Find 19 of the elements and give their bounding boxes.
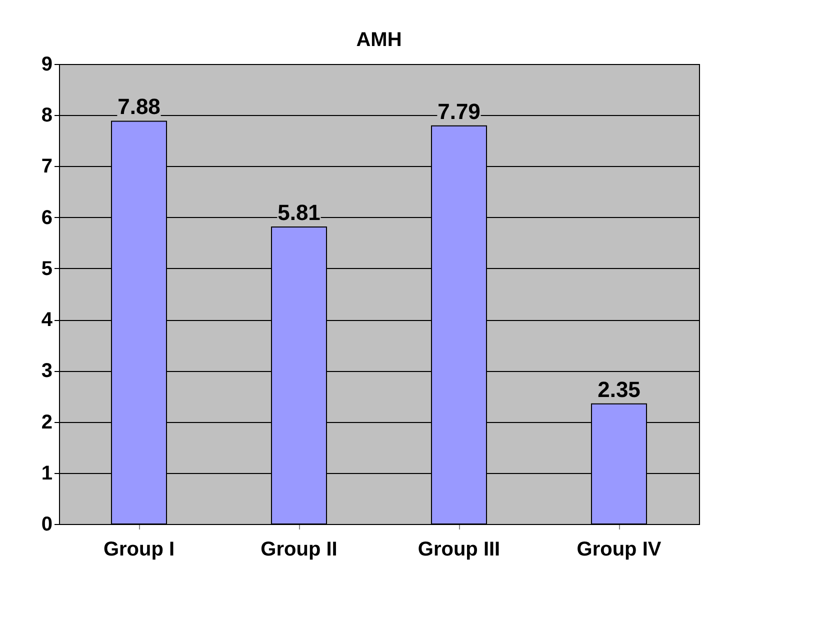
data-label: 7.79 [438,98,480,124]
y-tick-label: 1 [41,462,52,484]
data-label: 7.88 [118,94,160,120]
data-label: 2.35 [598,376,640,402]
data-label: 5.81 [278,200,320,226]
chart-title: AMH [356,29,402,51]
y-tick-label: 2 [41,411,52,434]
y-tick-label: 6 [41,206,52,229]
x-tick-label: Group IV [576,538,662,560]
y-tick-label: 0 [41,514,52,536]
y-tick-label: 8 [41,104,52,127]
y-tick-label: 7 [41,156,52,178]
y-tick-label: 3 [41,360,52,382]
x-tick-label: Group III [418,538,500,560]
y-tick-label: 9 [41,54,52,76]
x-tick-label: Group II [260,538,338,560]
y-tick-label: 4 [41,309,54,332]
y-tick-label: 5 [41,258,52,280]
x-tick-label: Group I [103,538,175,560]
